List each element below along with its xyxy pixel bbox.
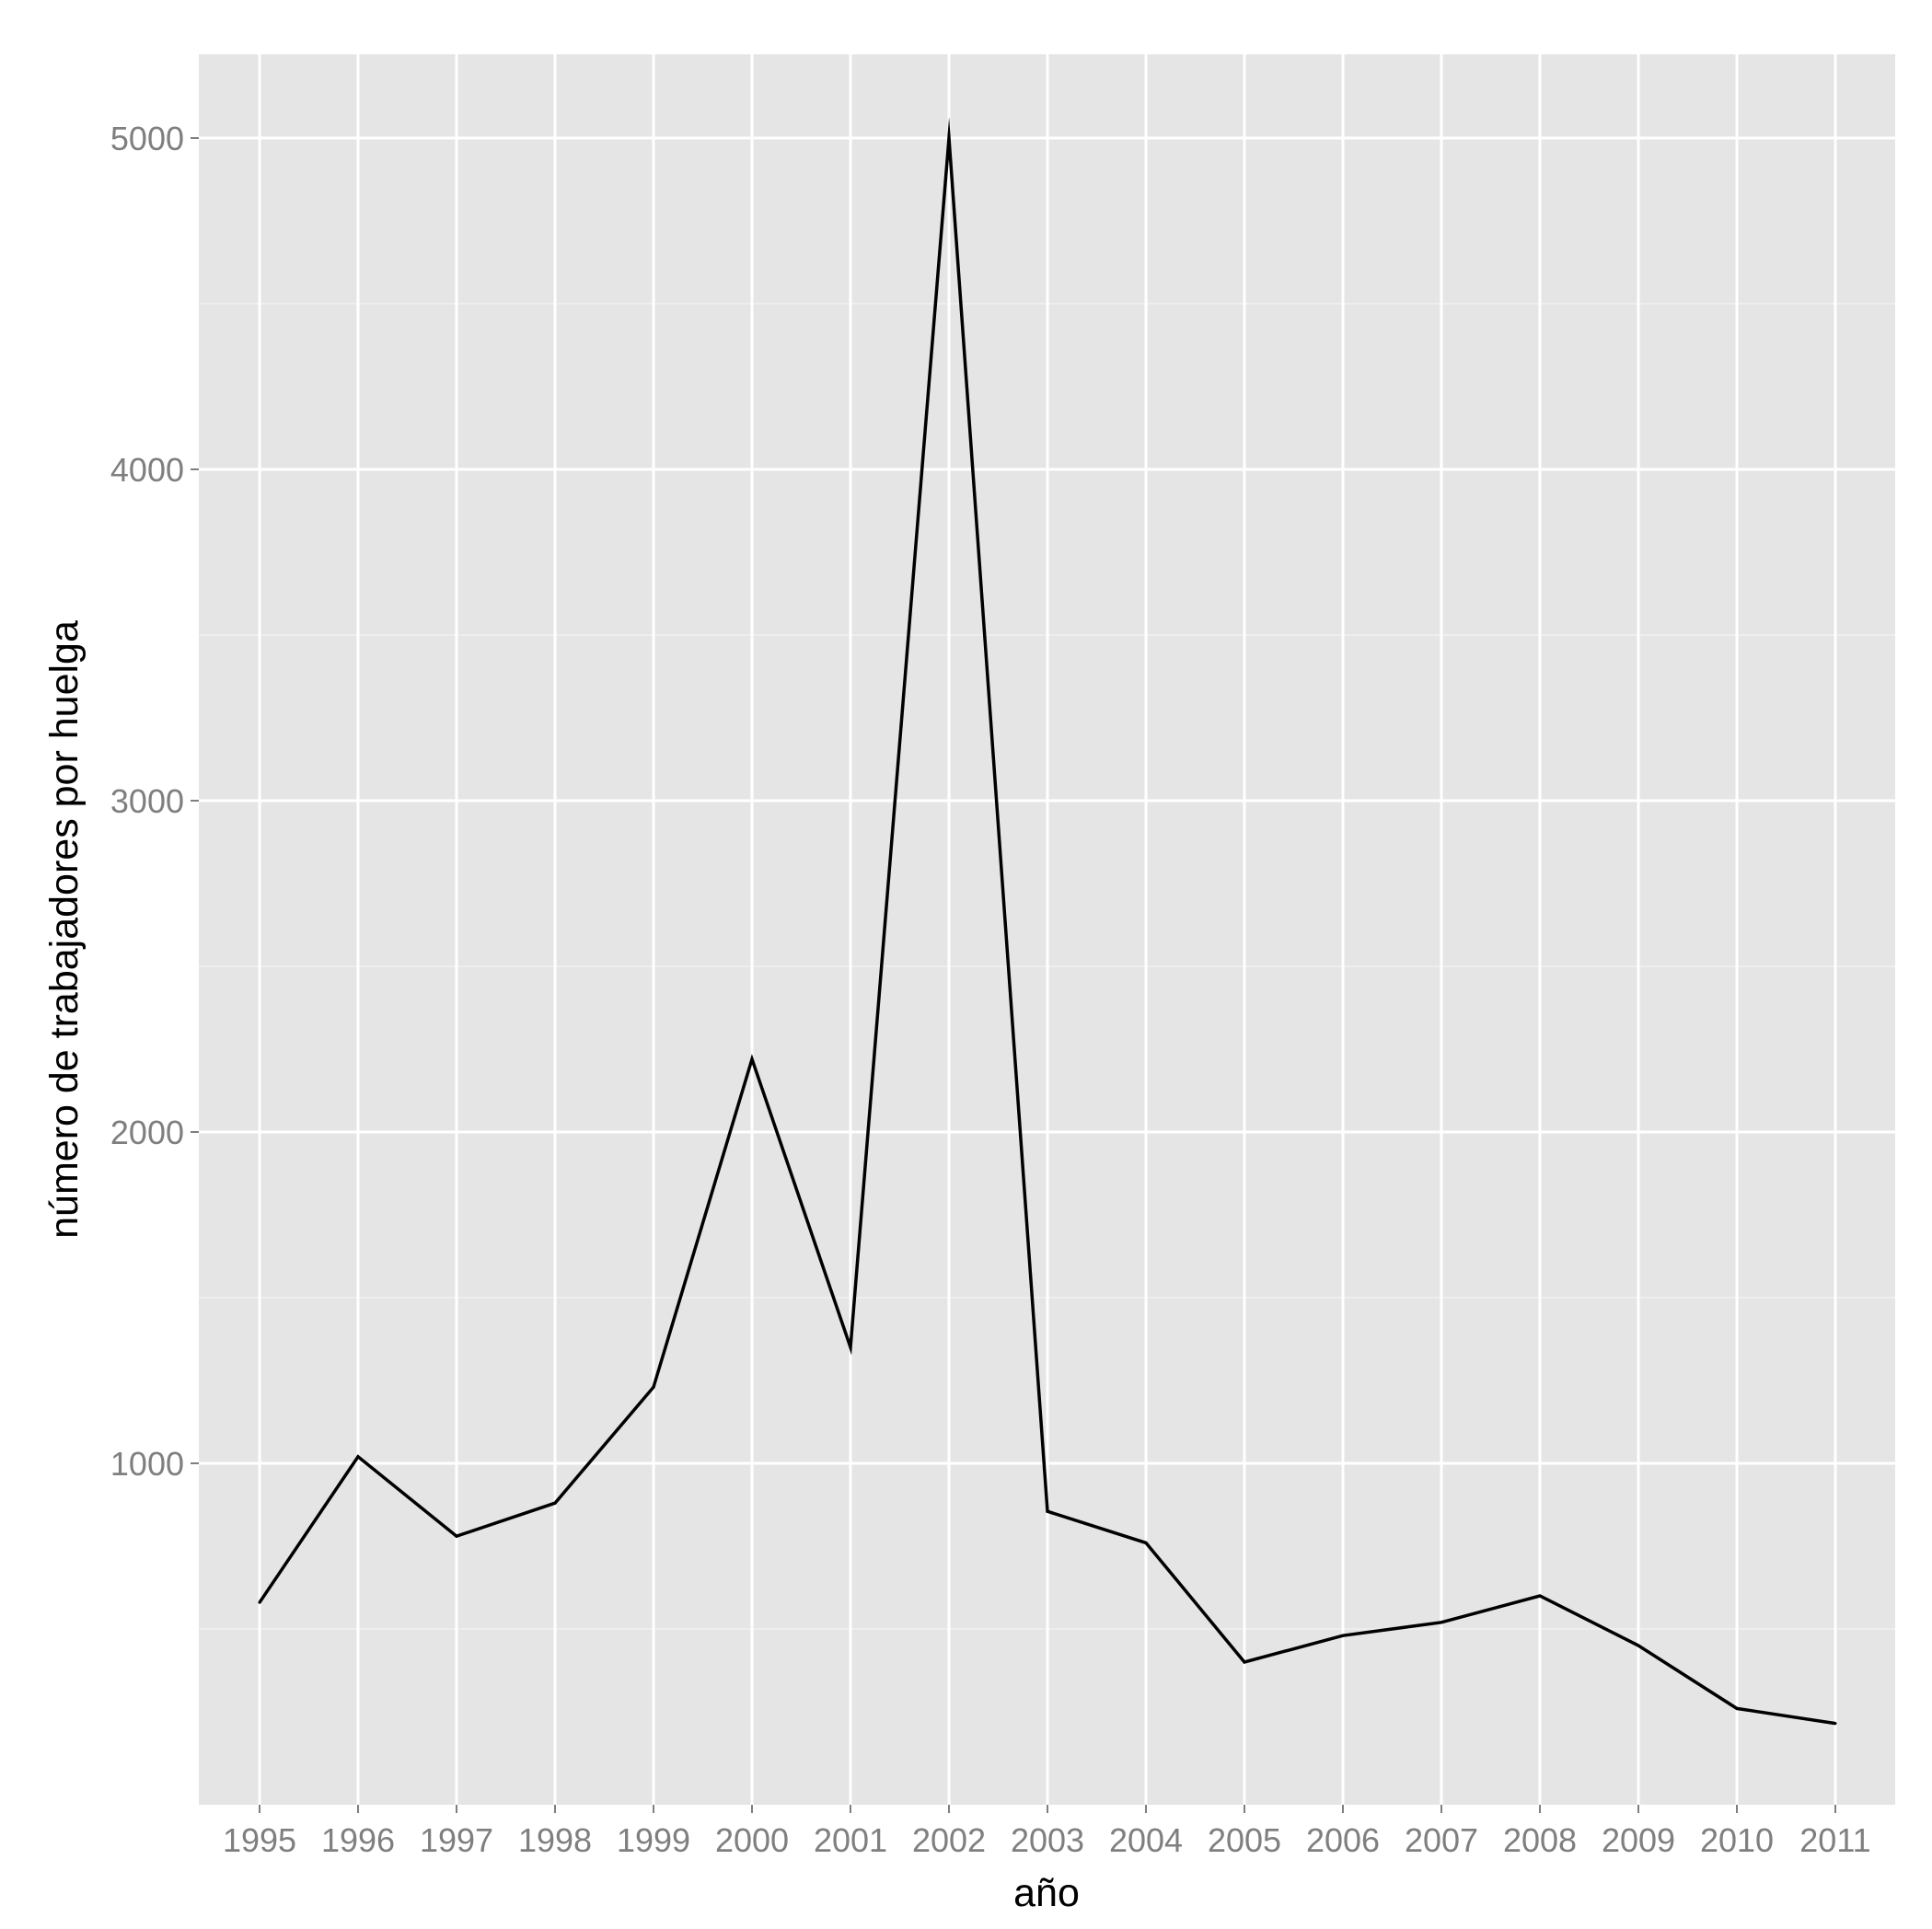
data-point xyxy=(1243,1660,1246,1664)
x-tick-label: 2006 xyxy=(1306,1821,1380,1859)
data-point xyxy=(258,1600,261,1604)
x-tick-label: 2007 xyxy=(1405,1821,1478,1859)
x-tick-label: 1999 xyxy=(617,1821,690,1859)
x-tick-label: 2004 xyxy=(1109,1821,1183,1859)
x-tick-label: 2005 xyxy=(1208,1821,1281,1859)
data-point xyxy=(1538,1594,1542,1598)
data-point xyxy=(455,1534,458,1538)
data-point xyxy=(1144,1541,1148,1544)
x-tick-label: 2000 xyxy=(715,1821,789,1859)
y-tick-label: 2000 xyxy=(110,1114,184,1151)
data-point xyxy=(1440,1621,1443,1624)
y-tick-label: 3000 xyxy=(110,782,184,820)
x-tick-label: 2003 xyxy=(1011,1821,1084,1859)
data-point xyxy=(947,136,951,140)
x-axis-ticks: 1995 1996 1997 1998 1999 2000 2001 2002 2003 2004… xyxy=(223,1805,1871,1859)
data-point xyxy=(356,1455,360,1459)
y-axis-ticks: 1000 2000 3000 4000 5000 xyxy=(110,120,199,1483)
x-tick-label: 2010 xyxy=(1700,1821,1774,1859)
x-tick-label: 2009 xyxy=(1602,1821,1675,1859)
y-tick-label: 5000 xyxy=(110,120,184,157)
data-point xyxy=(1834,1722,1837,1726)
data-point xyxy=(849,1346,852,1349)
x-tick-label: 2008 xyxy=(1503,1821,1577,1859)
y-tick-label: 4000 xyxy=(110,451,184,489)
x-tick-label: 2011 xyxy=(1799,1821,1870,1859)
x-tick-label: 2001 xyxy=(814,1821,887,1859)
data-point xyxy=(1637,1644,1640,1647)
x-tick-label: 1995 xyxy=(223,1821,296,1859)
data-point xyxy=(652,1385,655,1389)
x-tick-label: 1997 xyxy=(420,1821,493,1859)
x-tick-label: 2002 xyxy=(912,1821,986,1859)
x-tick-label: 1998 xyxy=(518,1821,592,1859)
data-point xyxy=(1046,1509,1049,1513)
data-point xyxy=(1341,1634,1345,1637)
data-point xyxy=(1735,1706,1739,1710)
y-axis-title: número de trabajadores por huelga xyxy=(42,620,87,1239)
y-tick-label: 1000 xyxy=(110,1445,184,1483)
x-axis-title: año xyxy=(1013,1871,1080,1915)
x-tick-label: 1996 xyxy=(321,1821,395,1859)
data-point xyxy=(553,1501,557,1505)
points-layer xyxy=(258,136,1837,1726)
data-point xyxy=(750,1057,754,1061)
